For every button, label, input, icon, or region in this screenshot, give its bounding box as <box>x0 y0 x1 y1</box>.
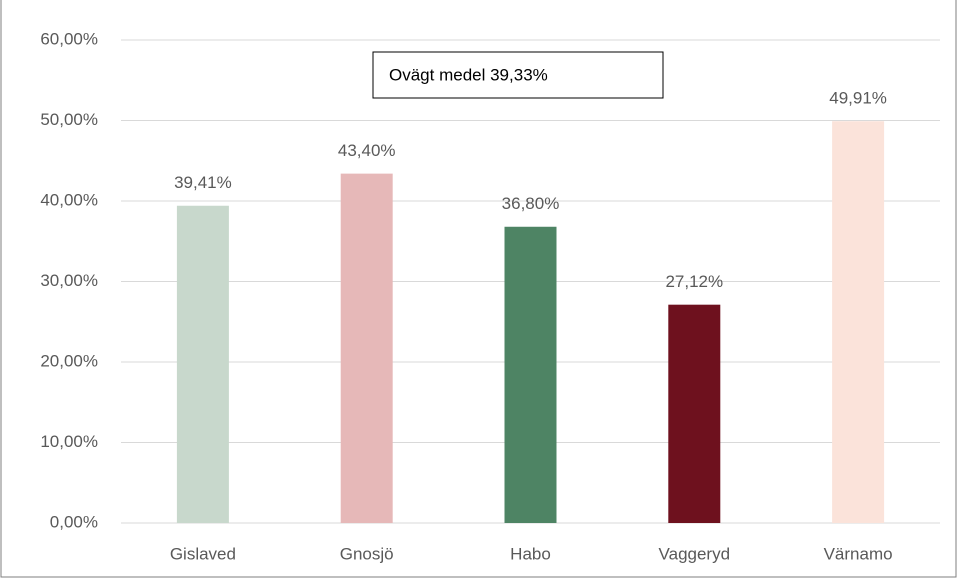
bar <box>832 121 885 524</box>
value-label: 27,12% <box>665 272 723 291</box>
x-tick-label: Gnosjö <box>340 544 394 563</box>
y-tick-label: 20,00% <box>40 351 98 370</box>
bar <box>176 205 229 523</box>
x-tick-label: Vaggeryd <box>659 544 731 563</box>
x-tick-label: Habo <box>510 544 551 563</box>
y-tick-label: 60,00% <box>40 29 98 48</box>
annotation-box <box>372 51 664 99</box>
x-tick-label: Gislaved <box>170 544 236 563</box>
annotation: Ovägt medel 39,33% <box>389 65 548 84</box>
y-tick-label: 50,00% <box>40 110 98 129</box>
y-tick-label: 0,00% <box>50 512 98 531</box>
bar <box>340 173 393 523</box>
value-label: 43,40% <box>338 141 396 160</box>
value-label: 36,80% <box>502 194 560 213</box>
y-tick-label: 10,00% <box>40 432 98 451</box>
x-tick-label: Värnamo <box>824 544 893 563</box>
value-label: 49,91% <box>829 89 887 108</box>
bar <box>668 304 721 523</box>
y-tick-label: 30,00% <box>40 271 98 290</box>
bar <box>504 226 557 523</box>
value-label: 39,41% <box>174 173 232 192</box>
y-tick-label: 40,00% <box>40 190 98 209</box>
